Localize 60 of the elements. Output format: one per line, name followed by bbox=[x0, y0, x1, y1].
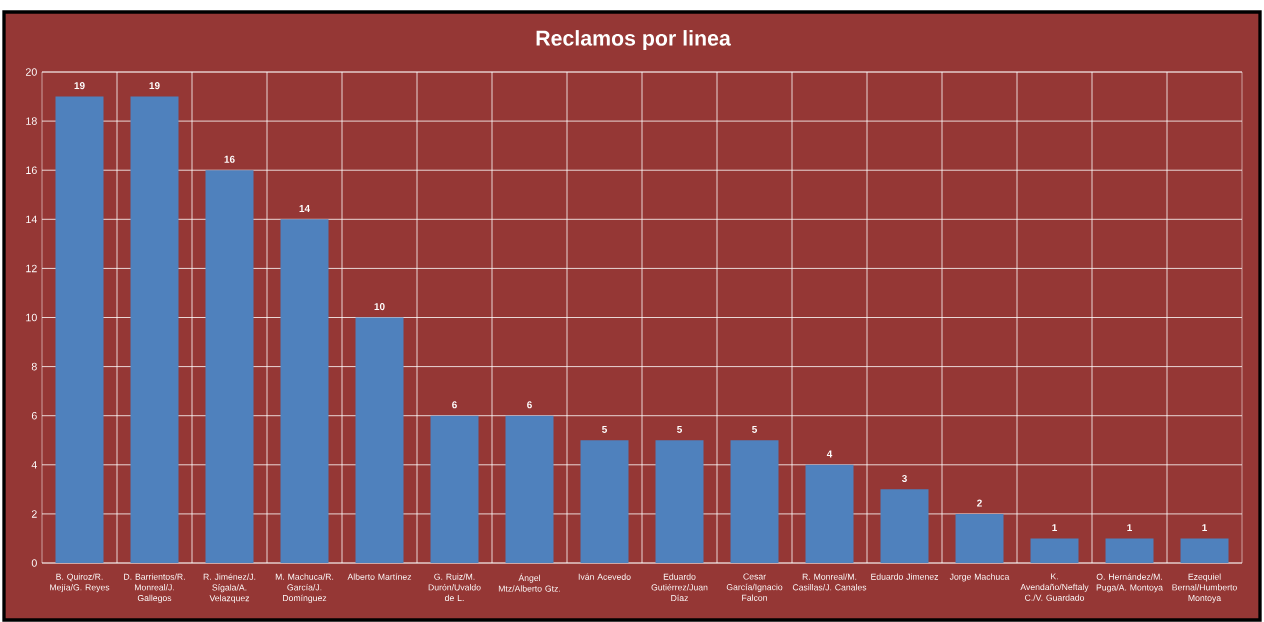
y-tick-label: 4 bbox=[31, 461, 37, 469]
data-label: 1 bbox=[1127, 524, 1133, 532]
bar bbox=[430, 415, 479, 564]
bar bbox=[655, 440, 704, 564]
y-tick-label: 14 bbox=[26, 215, 37, 223]
x-tick-label: Eduardo Gutiérrez/Juan Díaz bbox=[651, 573, 708, 602]
x-tick-label: D. Barrientos/R. Monreal/J. Gallegos bbox=[124, 573, 185, 603]
y-tick-label: 0 bbox=[31, 559, 37, 567]
data-label: 16 bbox=[224, 155, 235, 163]
x-tick-label: B. Quiroz/R. Mejía/G. Reyes bbox=[50, 573, 110, 593]
x-tick-label: Jorge Machuca bbox=[949, 573, 1010, 582]
bar bbox=[1105, 538, 1154, 564]
data-label: 6 bbox=[452, 401, 457, 409]
data-label: 3 bbox=[901, 474, 907, 482]
x-tick-label: R. Jiménez/J. Sígala/A. Velazquez bbox=[203, 573, 256, 603]
bar bbox=[355, 317, 404, 564]
x-tick-label: Ezequiel Bernal/Humberto Montoya bbox=[1172, 573, 1237, 603]
data-label: 10 bbox=[374, 303, 385, 311]
y-tick-label: 20 bbox=[25, 68, 37, 76]
y-tick-label: 18 bbox=[26, 117, 37, 125]
chart-title: Reclamos por linea bbox=[536, 30, 731, 50]
data-label: 2 bbox=[977, 499, 982, 507]
data-label: 1 bbox=[1202, 524, 1208, 532]
x-tick-label: M. Machuca/R. García/J. Domínguez bbox=[275, 573, 334, 603]
bar bbox=[505, 415, 554, 564]
x-tick-label: K. Avendaño/Neftaly C./V. Guardado bbox=[1020, 573, 1089, 601]
y-tick-label: 10 bbox=[26, 313, 37, 322]
x-tick-label: Eduardo Jimenez bbox=[871, 573, 939, 580]
bar bbox=[55, 96, 104, 564]
bar bbox=[730, 440, 779, 564]
y-tick-label: 12 bbox=[26, 264, 37, 273]
data-label: 19 bbox=[149, 82, 160, 90]
data-label: 4 bbox=[826, 450, 833, 458]
bar bbox=[280, 219, 329, 564]
x-tick-label: Ángel Mtz/Alberto Gtz. bbox=[498, 573, 561, 592]
data-label: 5 bbox=[602, 425, 608, 433]
data-label: 5 bbox=[677, 425, 683, 433]
x-tick-label: Iván Acevedo bbox=[578, 573, 631, 580]
bar bbox=[805, 464, 854, 564]
y-tick-label: 6 bbox=[31, 411, 37, 420]
x-tick-label: R. Monreal/M. Casillas/J. Canales bbox=[792, 573, 867, 591]
data-label: 1 bbox=[1052, 524, 1058, 532]
y-tick-label: 16 bbox=[26, 166, 37, 174]
x-tick-label: Cesar García/Ignacio Falcon bbox=[726, 573, 783, 601]
bar bbox=[205, 170, 254, 564]
x-tick-label: G. Ruiz/M. Durón/Uvaldo de L. bbox=[428, 573, 481, 602]
data-label: 14 bbox=[299, 205, 310, 212]
data-label: 19 bbox=[74, 82, 85, 90]
bar bbox=[1180, 538, 1229, 564]
x-tick-label: O. Hernández/M. Puga/A. Montoya bbox=[1096, 573, 1163, 593]
bar bbox=[955, 513, 1004, 564]
bar bbox=[1030, 538, 1079, 564]
y-tick-label: 2 bbox=[31, 510, 37, 518]
bar bbox=[130, 96, 179, 564]
bar bbox=[880, 489, 929, 564]
y-tick-label: 8 bbox=[31, 362, 37, 371]
data-label: 5 bbox=[752, 425, 758, 433]
data-label: 6 bbox=[527, 401, 532, 409]
x-tick-label: Alberto Martínez bbox=[347, 573, 412, 580]
bar bbox=[580, 440, 629, 564]
